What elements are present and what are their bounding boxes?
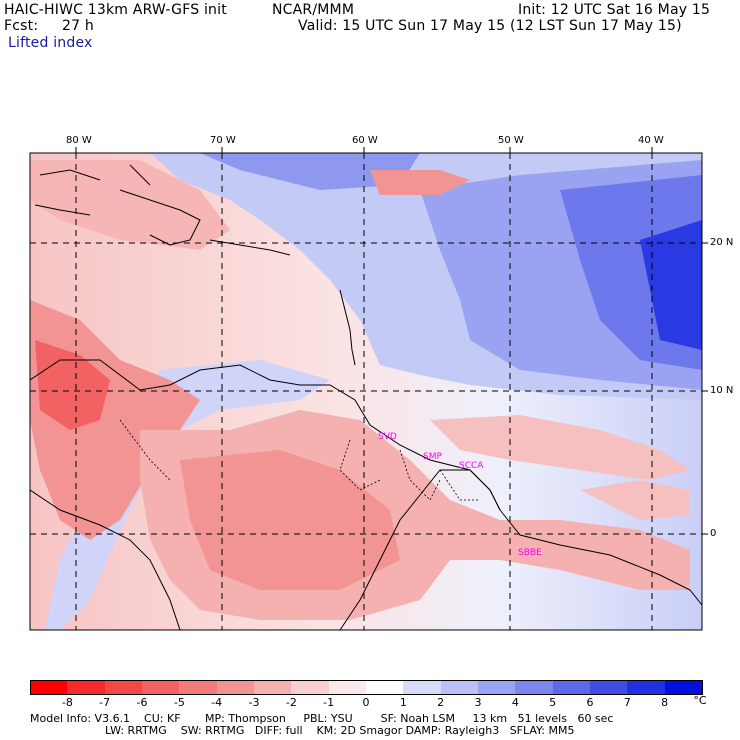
colorbar-tick-label: 8 [661,696,669,709]
colorbar-tick-label: 2 [437,696,445,709]
unstable-band-atlantic [430,415,690,480]
colorbar-tick-label: -7 [99,696,111,709]
colorbar-tick-label: -3 [248,696,260,709]
colorbar-swatch [440,680,479,695]
lon-label-40w: 40 W [638,135,664,146]
colorbar-swatch [590,680,628,695]
valid-time: Valid: 15 UTC Sun 17 May 15 (12 LST Sun … [298,18,682,34]
colorbar-swatch [216,680,255,695]
stable-air-peak [640,220,702,350]
colorbar-tick-label: 3 [474,696,482,709]
colorbar-swatch [664,680,704,695]
colorbar-tick-label: -8 [61,696,73,709]
lat-label-20n: 20 N [710,237,734,248]
colorbar-swatch [478,680,516,695]
colorbar-swatch [328,680,367,695]
organization: NCAR/MMM [272,2,355,18]
colorbar-tick-label: -4 [211,696,223,709]
city-label-scca: SCCA [459,461,484,471]
colorbar-tick-label: -6 [136,696,148,709]
unstable-core-south [180,450,400,590]
model-info-line1: Model Info: V3.6.1 CU: KF MP: Thompson P… [30,712,614,725]
colorbar-swatch [552,680,591,695]
lon-label-60w: 60 W [352,135,378,146]
lat-label-0: 0 [710,528,717,539]
lon-label-80w: 80 W [66,135,92,146]
unstable-patch-east [580,480,690,520]
lon-label-50w: 50 W [498,135,524,146]
colorbar-tick-label: 4 [511,696,519,709]
colorbar-tick-label: -1 [323,696,335,709]
colorbar-swatch [30,680,69,695]
lat-label-10n: 10 N [710,385,734,396]
lat-lon-grid [30,153,702,630]
unstable-region-antilles [30,160,230,250]
lon-label-70w: 70 W [210,135,236,146]
colorbar-tick-label: -5 [173,696,185,709]
colorbar-swatch [104,680,143,695]
coastlines [30,164,702,630]
colorbar-tick-label: 6 [586,696,594,709]
colorbar-swatch [291,680,330,695]
city-label-sbbe: SBBE [518,548,542,558]
colorbar-tick-label: 0 [362,696,370,709]
forecast-hour: 27 h [62,18,94,34]
colorbar-swatch [254,680,292,695]
city-label-smp: SMP [423,452,442,462]
colorbar-swatch [366,680,404,695]
colorbar-tick-label: 1 [399,696,407,709]
colorbar-swatch [67,680,106,695]
colorbar-swatch [627,680,666,695]
colorbar-tick-label: 5 [549,696,557,709]
colorbar-swatch [179,680,218,695]
model-title: HAIC-HIWC 13km ARW-GFS init [4,2,227,18]
colorbar-unit: °C [693,694,707,707]
colorbar-swatch [515,680,554,695]
stable-band-north [200,153,420,190]
colorbar-tick-label: -2 [285,696,297,709]
city-label-svd: SVD [378,432,397,442]
forecast-label: Fcst: [4,18,39,34]
field-name: Lifted index [8,35,93,51]
unstable-patch-north [370,170,470,195]
unstable-core-west [35,340,110,430]
colorbar-swatch [142,680,180,695]
colorbar-swatch [403,680,442,695]
axis-ticks [75,147,708,535]
country-borders [119,419,480,501]
init-time: Init: 12 UTC Sat 16 May 15 [518,2,711,18]
model-info-line2: LW: RRTMG SW: RRTMG DIFF: full KM: 2D Sm… [105,724,575,737]
colorbar-tick-label: 7 [623,696,631,709]
